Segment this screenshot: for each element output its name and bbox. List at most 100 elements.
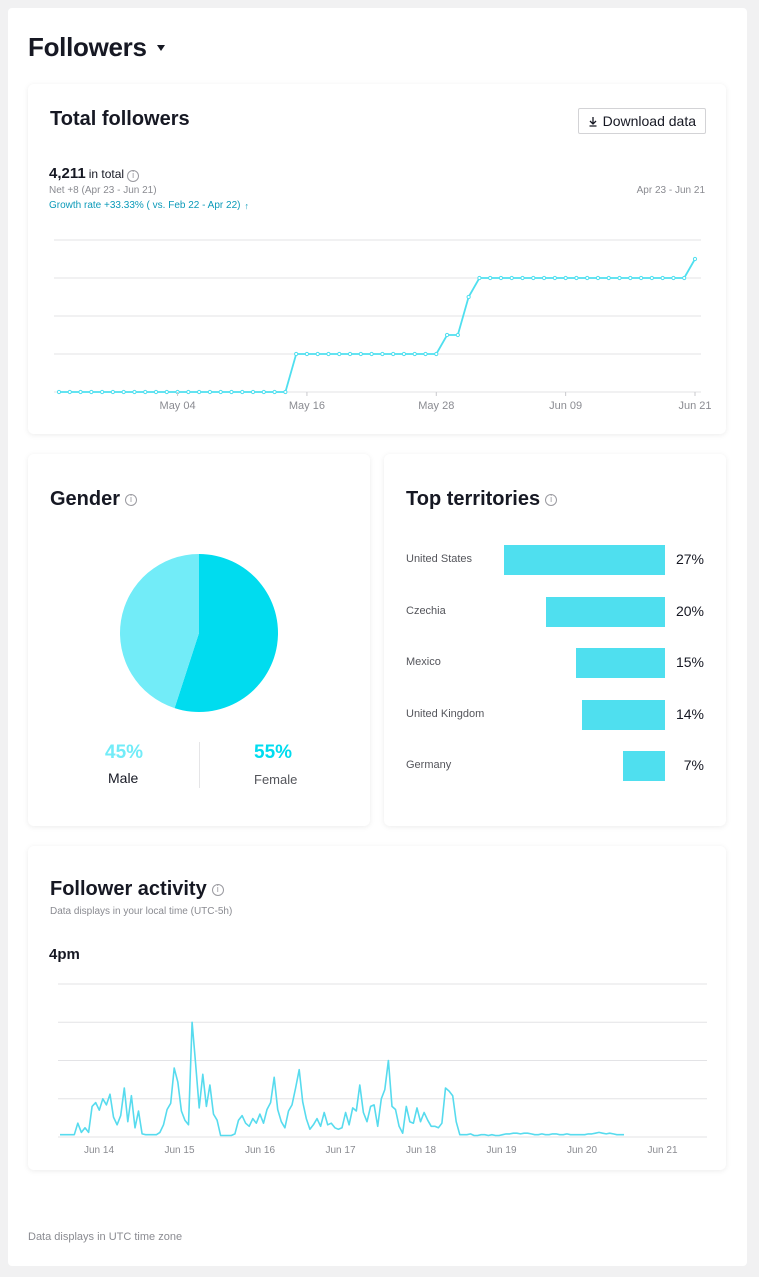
female-slice <box>174 554 278 712</box>
data-point <box>574 275 579 281</box>
growth-rate-text: Growth rate +33.33% ( vs. Feb 22 - Apr 2… <box>49 200 241 211</box>
territory-name: Czechia <box>406 604 446 617</box>
x-tick-label: Jun 16 <box>245 1145 275 1156</box>
data-point <box>67 389 72 395</box>
x-tick-label: Jun 15 <box>164 1145 194 1156</box>
activity-series-line <box>60 1021 624 1137</box>
data-point <box>585 275 590 281</box>
data-point <box>347 351 353 357</box>
net-change-text: Net +8 (Apr 23 - Jun 21) <box>49 185 157 196</box>
data-point <box>229 389 234 395</box>
x-tick-label: Jun 14 <box>84 1145 114 1156</box>
data-point <box>326 351 331 357</box>
data-point <box>639 275 644 281</box>
data-point <box>283 389 288 395</box>
download-data-label: Download data <box>602 113 696 129</box>
total-followers-card: Total followers Download data 4,211 in t… <box>28 84 726 434</box>
activity-peak-label: 4pm <box>49 946 80 963</box>
data-point <box>617 275 622 281</box>
territory-percent: 7% <box>683 757 704 773</box>
data-point <box>240 389 245 395</box>
data-point <box>304 351 310 357</box>
territory-name: United States <box>406 553 473 565</box>
x-tick-label: May 16 <box>289 400 325 412</box>
data-point <box>455 332 460 338</box>
territory-name: Germany <box>406 759 452 771</box>
page-title-dropdown[interactable]: Followers <box>28 32 165 63</box>
legend-divider <box>199 742 200 788</box>
data-point <box>391 351 396 357</box>
territory-bar <box>581 699 665 730</box>
caret-down-icon <box>156 44 165 51</box>
data-point <box>164 389 169 395</box>
data-point <box>56 389 62 395</box>
data-point <box>488 275 493 281</box>
data-point <box>153 389 159 395</box>
gender-pie-chart <box>119 554 278 712</box>
total-followers-chart: May 04 May 16 May 28 Jun 09 Jun 21 <box>54 239 712 412</box>
data-point <box>692 256 698 262</box>
data-point <box>682 275 687 281</box>
data-point <box>369 351 374 357</box>
territories-title: Top territories i <box>406 488 558 511</box>
territory-bar <box>575 648 665 678</box>
data-point <box>606 275 611 281</box>
data-point <box>110 389 115 395</box>
data-point <box>520 275 525 281</box>
page-title: Followers <box>28 32 147 62</box>
gender-title: Gender i <box>50 488 138 511</box>
date-range: Apr 23 - Jun 21 <box>636 185 705 196</box>
data-point <box>628 275 633 281</box>
data-point <box>552 275 557 281</box>
info-icon[interactable]: i <box>545 493 558 506</box>
data-point <box>401 351 407 357</box>
follower-activity-card: Follower activity i Data displays in you… <box>28 846 726 1170</box>
data-point <box>261 389 266 395</box>
female-label: Female <box>254 772 298 787</box>
data-point <box>423 351 428 357</box>
total-value: 4,211 <box>49 165 86 182</box>
data-point <box>218 389 223 395</box>
x-tick-label: Jun 17 <box>325 1145 355 1156</box>
data-point <box>412 351 417 357</box>
male-slice <box>119 554 199 709</box>
total-followers-title: Total followers <box>50 108 190 131</box>
follower-activity-chart: Jun 14 Jun 15 Jun 16 Jun 17 Jun 18 Jun 19 Jun … <box>58 983 707 1156</box>
x-tick-label: Jun 09 <box>549 400 582 412</box>
data-point <box>671 275 676 281</box>
x-tick-label: Jun 19 <box>486 1145 516 1156</box>
territory-bar <box>623 751 665 781</box>
data-point <box>121 389 126 395</box>
data-point <box>315 351 320 357</box>
data-point <box>89 389 94 395</box>
data-point <box>466 294 471 300</box>
x-tick-label: May 28 <box>418 400 454 412</box>
data-point <box>477 275 482 281</box>
download-data-button[interactable]: Download data <box>577 108 706 134</box>
gender-card: Gender i 45% Male 55% Female <box>28 454 370 826</box>
territories-heading: Top territories <box>406 488 541 510</box>
x-tick-label: Jun 21 <box>647 1145 677 1156</box>
data-point <box>509 275 514 281</box>
download-icon <box>589 116 597 127</box>
info-icon[interactable]: i <box>211 883 224 896</box>
top-territories-card: Top territories i United States 27% Czechi… <box>384 454 726 826</box>
data-point <box>100 389 105 395</box>
territory-bar <box>504 545 665 575</box>
data-point <box>649 275 654 281</box>
territory-percent: 27% <box>675 551 704 567</box>
growth-rate: Growth rate +33.33% ( vs. Feb 22 - Apr 2… <box>49 200 249 211</box>
territory-name: United Kingdom <box>406 707 485 720</box>
total-followers-heading: Total followers <box>50 108 190 130</box>
gender-heading: Gender <box>50 488 121 510</box>
info-icon[interactable]: i <box>125 493 138 506</box>
info-icon[interactable]: i <box>127 170 140 182</box>
data-point <box>434 351 439 357</box>
data-point <box>563 275 568 281</box>
data-point <box>358 351 363 357</box>
data-point <box>380 351 385 357</box>
territory-percent: 14% <box>675 705 704 722</box>
data-point <box>541 275 547 281</box>
data-point <box>337 351 342 357</box>
data-point <box>595 275 601 281</box>
